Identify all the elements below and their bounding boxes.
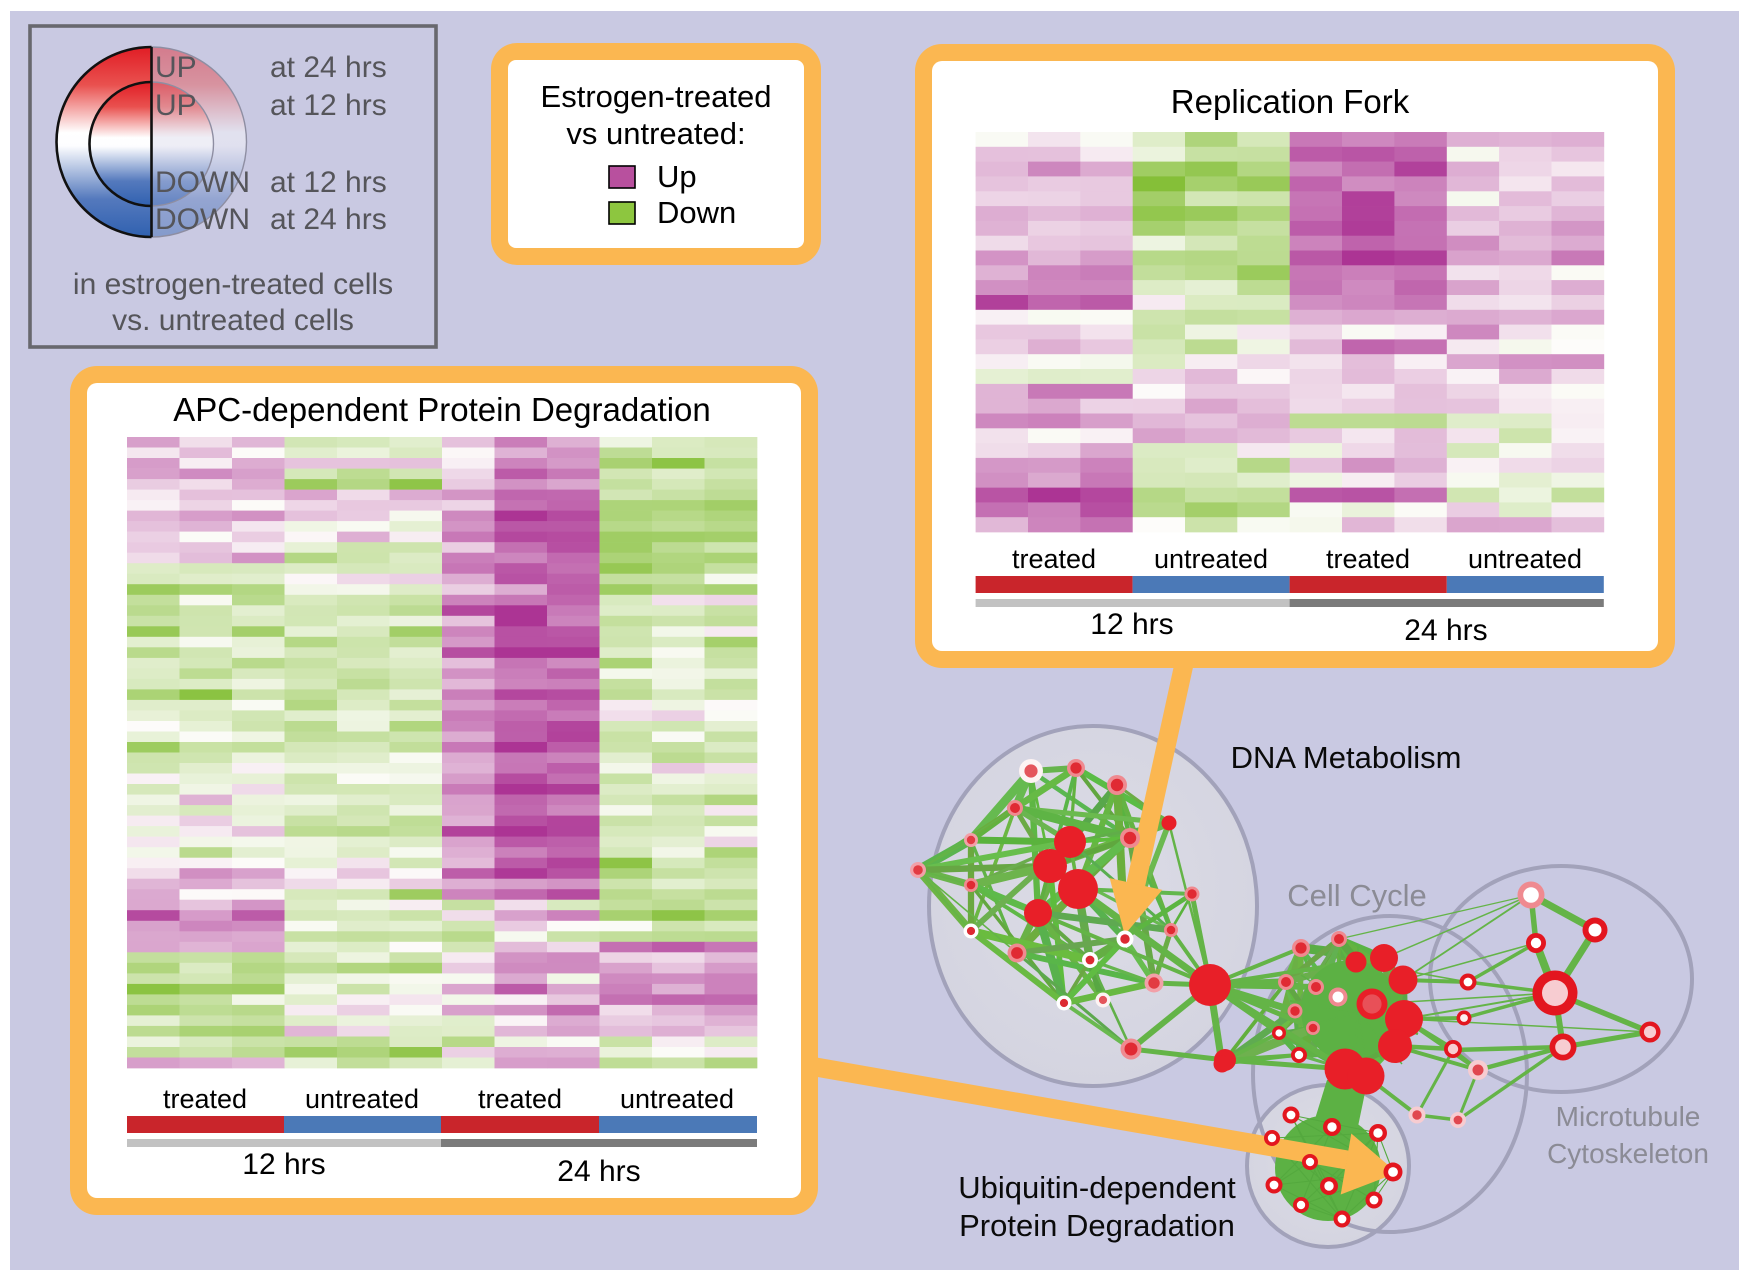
svg-text:treated: treated (1326, 544, 1410, 574)
svg-text:12 hrs: 12 hrs (1090, 608, 1173, 641)
svg-text:at 24 hrs: at 24 hrs (270, 51, 387, 84)
svg-text:treated: treated (478, 1084, 562, 1114)
svg-text:treated: treated (163, 1084, 247, 1114)
svg-text:12 hrs: 12 hrs (242, 1148, 325, 1181)
svg-text:untreated: untreated (620, 1084, 734, 1114)
svg-text:untreated: untreated (1154, 544, 1268, 574)
svg-text:24 hrs: 24 hrs (1404, 614, 1487, 647)
svg-text:UP: UP (155, 89, 197, 122)
svg-text:Microtubule: Microtubule (1556, 1101, 1701, 1132)
svg-text:Up: Up (657, 159, 697, 194)
svg-text:24 hrs: 24 hrs (557, 1155, 640, 1188)
svg-text:DOWN: DOWN (155, 203, 250, 236)
svg-text:at 12 hrs: at 12 hrs (270, 166, 387, 199)
svg-text:Protein Degradation: Protein Degradation (959, 1208, 1235, 1243)
svg-text:in estrogen-treated cells: in estrogen-treated cells (73, 268, 393, 301)
svg-text:Cell Cycle: Cell Cycle (1287, 878, 1427, 913)
svg-text:DOWN: DOWN (155, 166, 250, 199)
svg-text:untreated: untreated (305, 1084, 419, 1114)
svg-text:Replication Fork: Replication Fork (1171, 83, 1410, 120)
svg-text:Down: Down (657, 195, 736, 230)
svg-text:untreated: untreated (1468, 544, 1582, 574)
svg-text:Cytoskeleton: Cytoskeleton (1547, 1138, 1709, 1169)
svg-text:at 12 hrs: at 12 hrs (270, 89, 387, 122)
svg-text:UP: UP (155, 51, 197, 84)
svg-text:Ubiquitin-dependent: Ubiquitin-dependent (958, 1170, 1236, 1205)
svg-text:at 24 hrs: at 24 hrs (270, 203, 387, 236)
svg-text:Estrogen-treated: Estrogen-treated (541, 79, 772, 114)
svg-text:APC-dependent Protein Degradat: APC-dependent Protein Degradation (173, 391, 711, 428)
svg-text:vs. untreated cells: vs. untreated cells (112, 304, 354, 337)
svg-text:DNA Metabolism: DNA Metabolism (1231, 740, 1462, 775)
svg-text:treated: treated (1012, 544, 1096, 574)
svg-text:vs untreated:: vs untreated: (566, 116, 745, 151)
